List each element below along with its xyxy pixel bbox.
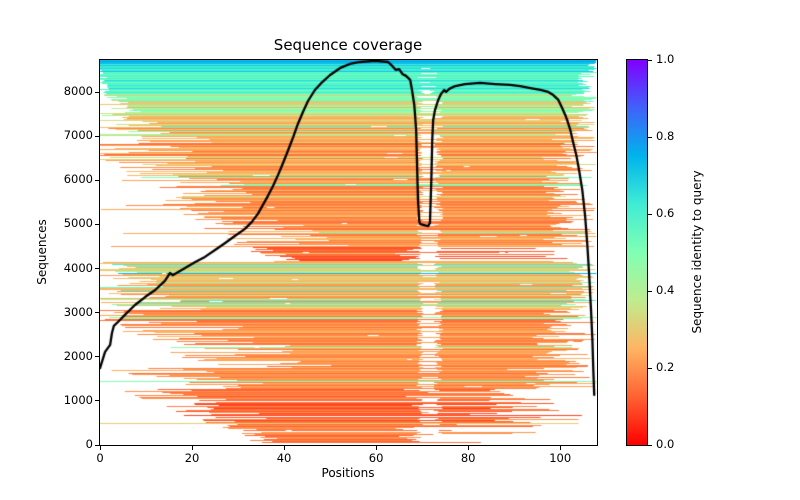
x-tick-mark xyxy=(559,446,561,450)
y-tick-mark xyxy=(95,135,99,137)
x-tick-label: 40 xyxy=(276,451,292,465)
y-tick-mark xyxy=(95,268,99,270)
y-tick-mark xyxy=(95,91,99,93)
colorbar-label: Sequence identity to query xyxy=(690,170,704,334)
colorbar-tick-mark xyxy=(648,367,652,369)
x-axis-label: Positions xyxy=(321,466,375,480)
colorbar-tick-label: 0.6 xyxy=(656,206,675,220)
y-tick-label: 3000 xyxy=(63,304,93,319)
y-tick-label: 2000 xyxy=(63,348,93,363)
y-tick-label: 5000 xyxy=(63,216,93,231)
y-tick-label: 6000 xyxy=(63,172,93,187)
y-tick-mark xyxy=(95,179,99,181)
x-tick-mark xyxy=(99,446,101,450)
y-tick-label: 4000 xyxy=(63,260,93,275)
y-axis-label: Sequences xyxy=(35,219,49,285)
x-tick-mark xyxy=(467,446,469,450)
x-tick-label: 100 xyxy=(549,451,572,465)
chart-title: Sequence coverage xyxy=(273,36,423,54)
y-tick-label: 8000 xyxy=(63,84,93,99)
y-tick-label: 1000 xyxy=(63,392,93,407)
x-tick-mark xyxy=(375,446,377,450)
colorbar-tick-mark xyxy=(648,136,652,138)
plot-area xyxy=(99,59,598,446)
msa-heatmap-canvas xyxy=(100,60,597,445)
colorbar-tick-label: 0.0 xyxy=(656,437,675,451)
colorbar xyxy=(626,59,648,446)
colorbar-tick-mark xyxy=(648,213,652,215)
y-tick-mark xyxy=(95,312,99,314)
x-tick-label: 20 xyxy=(184,451,200,465)
x-tick-mark xyxy=(283,446,285,450)
colorbar-tick-label: 1.0 xyxy=(656,52,675,66)
x-tick-mark xyxy=(191,446,193,450)
y-tick-label: 0 xyxy=(85,437,93,451)
x-tick-label: 0 xyxy=(96,451,104,465)
y-tick-mark xyxy=(95,444,99,446)
x-tick-label: 60 xyxy=(368,451,384,465)
colorbar-tick-mark xyxy=(648,59,652,61)
y-tick-mark xyxy=(95,223,99,225)
x-tick-label: 80 xyxy=(460,451,476,465)
colorbar-tick-label: 0.8 xyxy=(656,129,675,143)
colorbar-tick-mark xyxy=(648,290,652,292)
y-tick-label: 7000 xyxy=(63,128,93,143)
y-tick-mark xyxy=(95,356,99,358)
y-tick-mark xyxy=(95,400,99,402)
colorbar-tick-label: 0.2 xyxy=(656,360,675,374)
colorbar-tick-label: 0.4 xyxy=(656,283,675,297)
colorbar-tick-mark xyxy=(648,444,652,446)
